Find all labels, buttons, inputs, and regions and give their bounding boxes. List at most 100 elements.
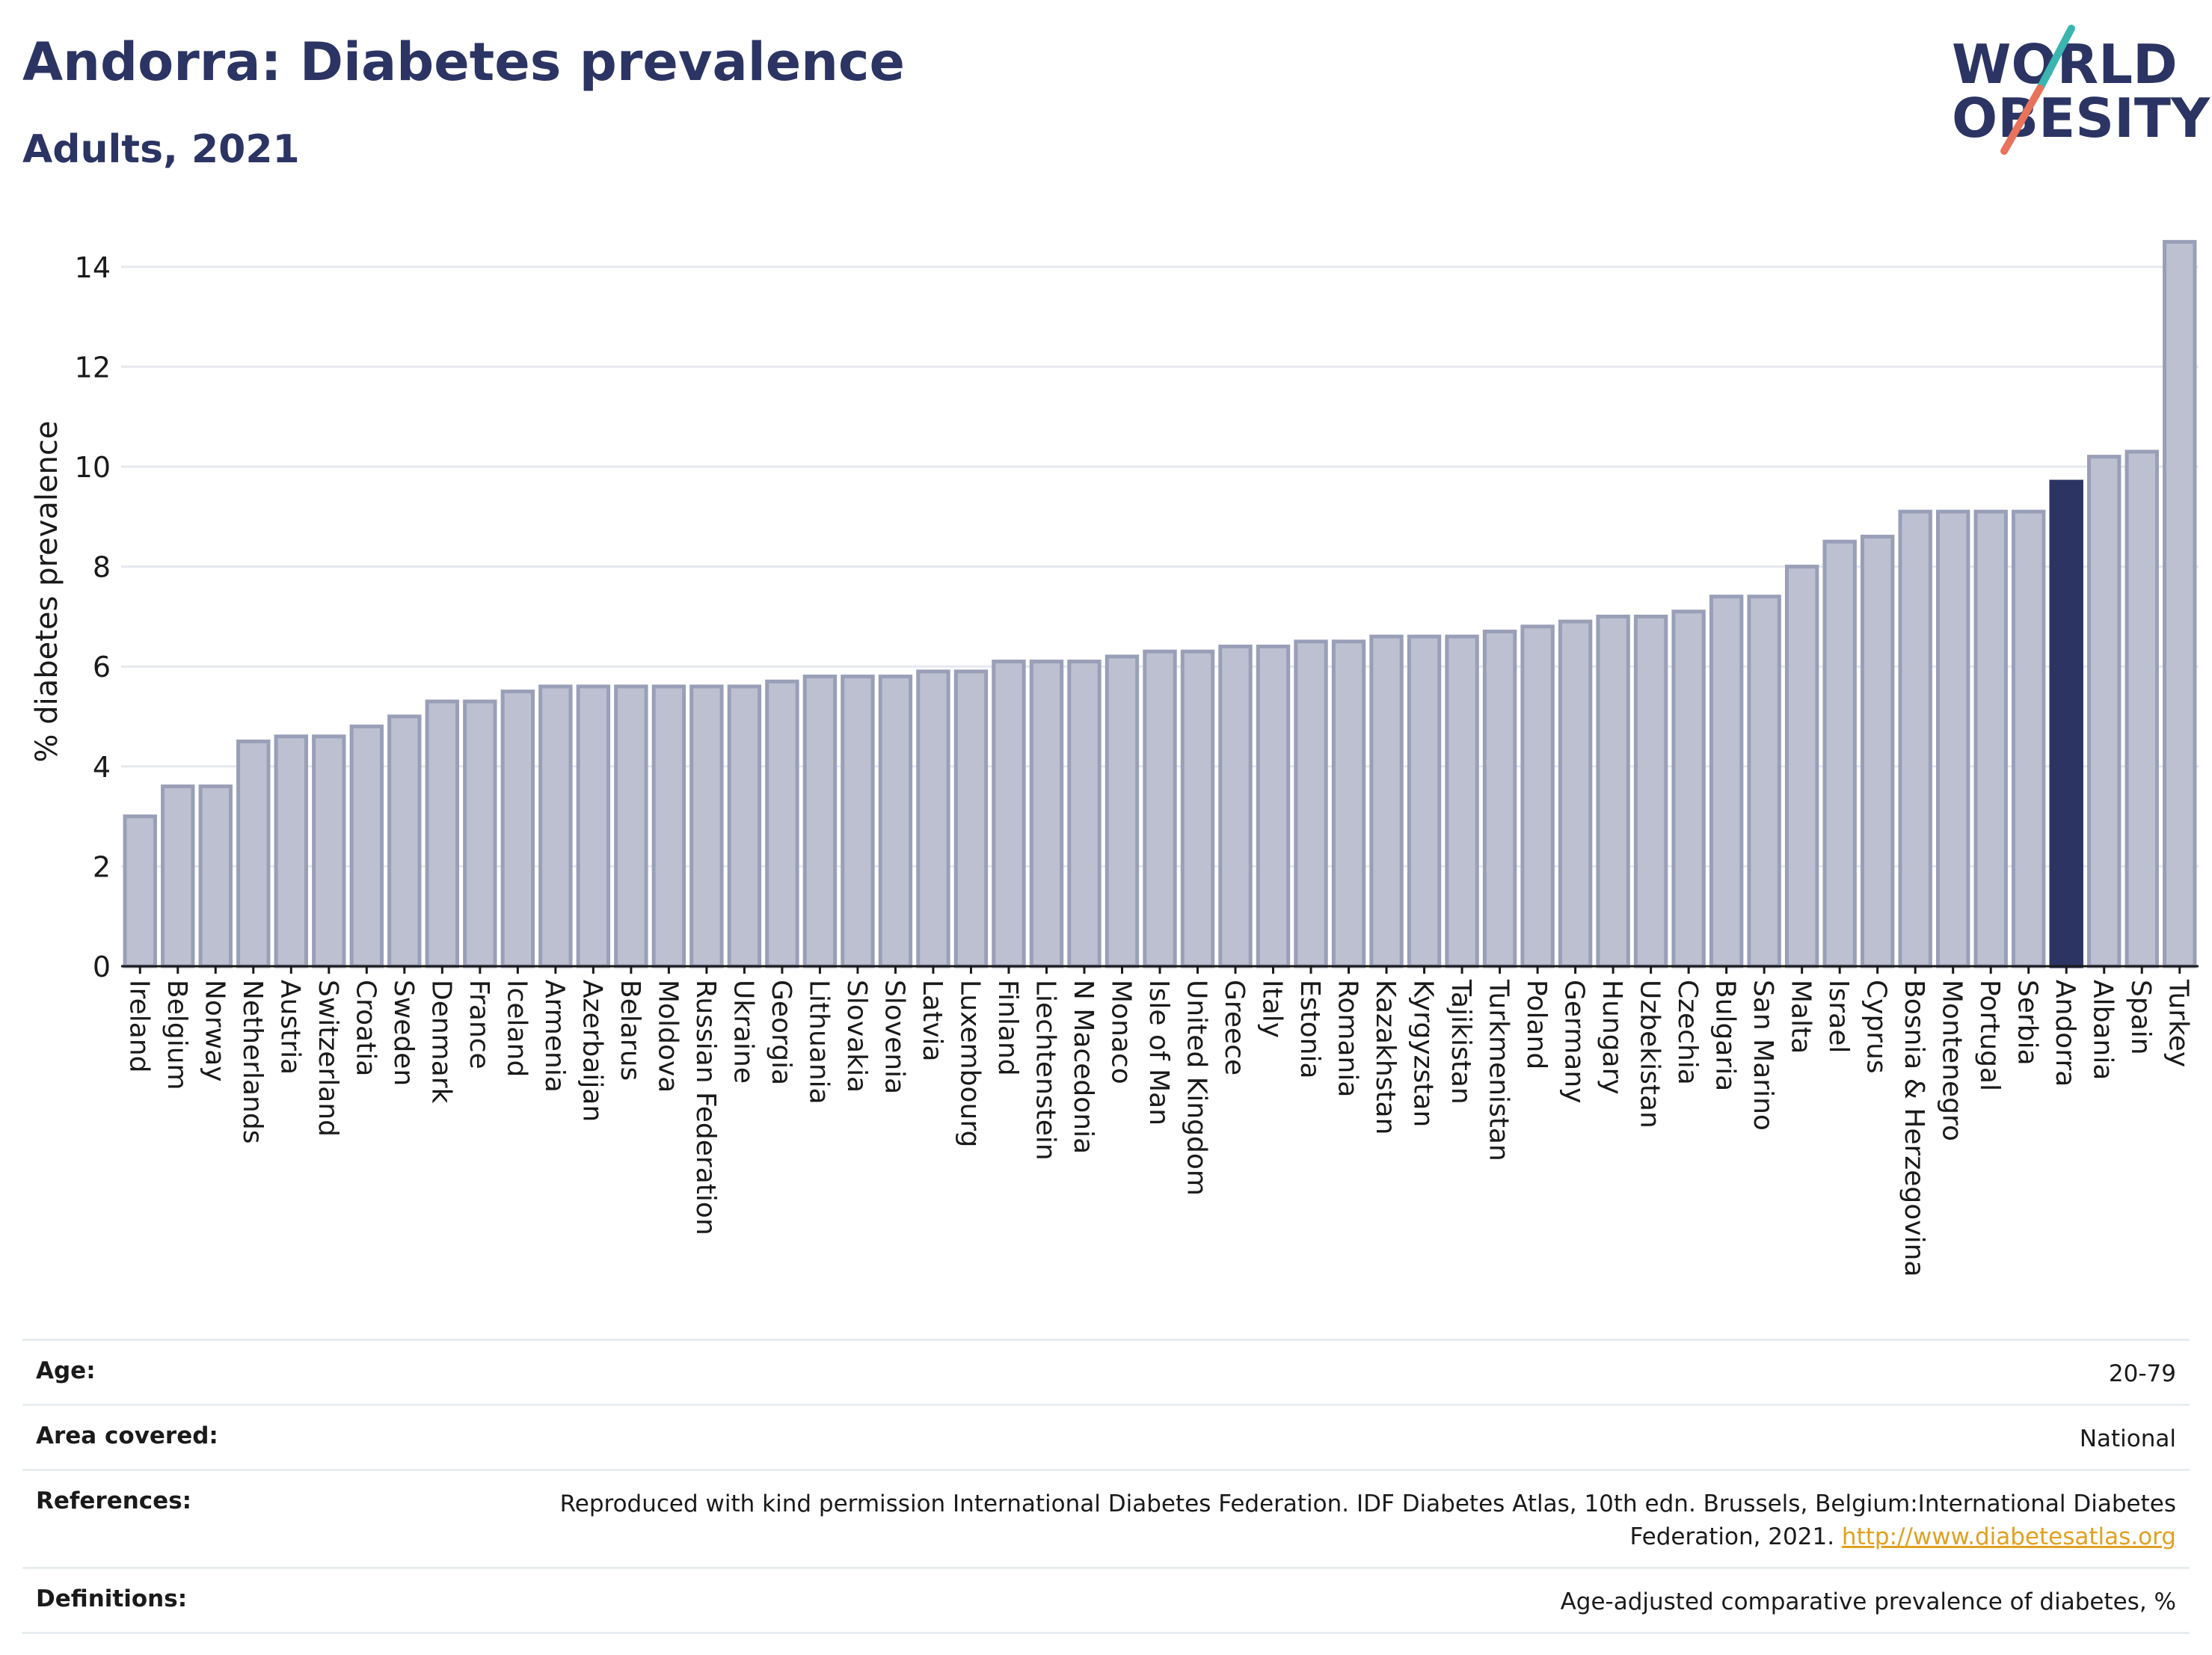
- bar-luxembourg: [953, 669, 989, 968]
- references-link[interactable]: http://www.diabetesatlas.org: [1841, 1523, 2176, 1550]
- x-tick-label: Isle of Man: [1143, 980, 1174, 1126]
- bar-france: [463, 699, 497, 968]
- bar-poland: [1520, 624, 1555, 968]
- x-tick-label: Hungary: [1597, 980, 1627, 1095]
- bar-montenegro: [1935, 509, 1970, 968]
- x-tick-label: Greece: [1219, 980, 1250, 1075]
- x-tick-label: Turkmenistan: [1484, 979, 1514, 1161]
- bar-slovenia: [878, 675, 913, 968]
- bar-tajikistan: [1445, 634, 1479, 968]
- x-tick-label: Finland: [992, 980, 1023, 1076]
- y-tick-label: 10: [75, 451, 111, 484]
- x-tick-label: Netherlands: [237, 980, 268, 1143]
- x-tick-label: Turkey: [2163, 979, 2194, 1067]
- bar-hungary: [1596, 614, 1630, 968]
- x-tick-label: Italy: [1257, 980, 1288, 1038]
- bar-austria: [274, 734, 308, 968]
- x-tick-label: Tajikistan: [1446, 979, 1476, 1105]
- x-tick-label: Belarus: [615, 980, 645, 1081]
- x-tick-label: N Macedonia: [1068, 980, 1099, 1154]
- meta-label-definitions: Definitions:: [36, 1585, 188, 1612]
- x-tick-label: Israel: [1823, 980, 1854, 1053]
- x-tick-label: Croatia: [350, 980, 381, 1076]
- meta-row-references: References: Reproduced with kind permiss…: [22, 1469, 2190, 1567]
- bar-n-macedonia: [1067, 660, 1102, 968]
- bar-romania: [1331, 639, 1366, 968]
- x-tick-label: Slovenia: [879, 980, 909, 1094]
- x-tick-label: Portugal: [1974, 980, 2005, 1091]
- x-tick-label: United Kingdom: [1182, 980, 1212, 1196]
- bar-switzerland: [312, 734, 346, 968]
- x-tick-label: Georgia: [766, 980, 796, 1085]
- x-tick-label: Latvia: [917, 980, 947, 1062]
- bar-georgia: [765, 679, 799, 968]
- x-tick-label: Ukraine: [728, 980, 758, 1084]
- x-tick-label: Luxembourg: [954, 980, 985, 1147]
- meta-value-references: Reproduced with kind permission Internat…: [456, 1487, 2176, 1553]
- bar-liechtenstein: [1029, 660, 1064, 968]
- x-tick-label: Montenegro: [1937, 980, 1967, 1141]
- x-tick-label: Monaco: [1105, 980, 1136, 1084]
- bar-germany: [1558, 619, 1593, 968]
- bar-malta: [1784, 565, 1819, 968]
- bar-russian-federation: [689, 684, 724, 968]
- x-tick-label: Sweden: [388, 980, 419, 1086]
- x-tick-label: Kazakhstan: [1370, 980, 1401, 1134]
- bar-greece: [1218, 644, 1253, 968]
- bar-spain: [2125, 449, 2159, 968]
- bar-isle-of-man: [1143, 649, 1177, 968]
- y-tick-label: 14: [75, 251, 111, 284]
- y-tick-label: 2: [93, 850, 111, 883]
- bar-serbia: [2012, 509, 2046, 968]
- bar-czechia: [1671, 610, 1706, 968]
- x-tick-label: Spain: [2125, 980, 2156, 1055]
- metadata-table: Age: 20-79 Area covered: National Refere…: [22, 1339, 2190, 1634]
- meta-label-age: Age:: [36, 1357, 96, 1384]
- bar-finland: [992, 660, 1026, 968]
- x-tick-label: Romania: [1333, 980, 1363, 1097]
- bar-latvia: [916, 669, 950, 968]
- x-tick-label: Moldova: [652, 980, 683, 1093]
- bar-belgium: [161, 784, 195, 968]
- bar-turkey: [2163, 239, 2197, 968]
- bar-ireland: [123, 814, 157, 968]
- x-tick-label: Norway: [199, 980, 230, 1082]
- x-tick-label: Bulgaria: [1710, 980, 1741, 1091]
- bar-croatia: [349, 724, 384, 968]
- x-tick-label: Russian Federation: [690, 980, 721, 1235]
- bar-italy: [1256, 644, 1291, 968]
- x-tick-label: Malta: [1786, 980, 1816, 1054]
- x-tick-label: France: [464, 980, 494, 1069]
- meta-value-area: National: [2079, 1425, 2176, 1452]
- x-tick-label: Bosnia & Herzegovina: [1899, 980, 1929, 1277]
- x-tick-label: Armenia: [539, 980, 570, 1093]
- page-title: Andorra: Diabetes prevalence: [22, 31, 905, 93]
- bar-uzbekistan: [1633, 614, 1668, 968]
- logo-line-2: OBESITY: [1952, 87, 2211, 150]
- bar-ukraine: [727, 684, 762, 968]
- bar-bosnia-herzegovina: [1898, 509, 1932, 968]
- bar-portugal: [1973, 509, 2008, 968]
- meta-row-age: Age: 20-79: [22, 1339, 2190, 1404]
- meta-row-area: Area covered: National: [22, 1404, 2190, 1469]
- bar-estonia: [1294, 639, 1328, 968]
- bar-moldova: [651, 684, 686, 968]
- bar-cyprus: [1860, 535, 1895, 968]
- bar-turkmenistan: [1482, 629, 1517, 968]
- x-tick-label: Uzbekistan: [1635, 980, 1665, 1129]
- x-tick-label: Cyprus: [1861, 980, 1892, 1074]
- bar-sweden: [387, 714, 422, 968]
- y-tick-label: 4: [93, 751, 111, 784]
- meta-label-references: References:: [36, 1487, 192, 1514]
- x-tick-label: Switzerland: [313, 980, 343, 1137]
- x-tick-label: Kyrgyzstan: [1408, 980, 1439, 1127]
- bar-san-marino: [1747, 595, 1781, 968]
- x-tick-label: Germany: [1559, 980, 1590, 1103]
- bar-monaco: [1105, 654, 1140, 968]
- y-tick-label: 6: [93, 651, 111, 684]
- meta-row-definitions: Definitions: Age-adjusted comparative pr…: [22, 1567, 2190, 1634]
- x-tick-label: Liechtenstein: [1030, 980, 1060, 1161]
- x-tick-label: Denmark: [425, 980, 456, 1104]
- x-tick-label: Belgium: [162, 980, 192, 1090]
- bar-andorra: [2049, 479, 2083, 968]
